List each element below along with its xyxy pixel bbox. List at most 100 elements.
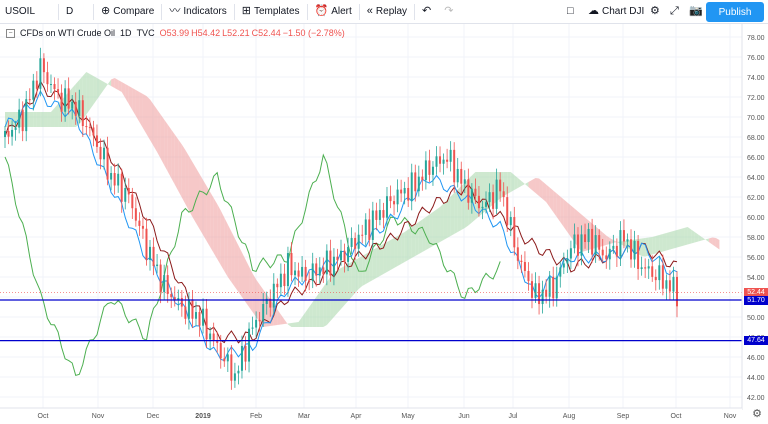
- collapse-icon[interactable]: −: [6, 28, 15, 38]
- candle-body: [336, 256, 339, 261]
- candle-body: [240, 345, 243, 371]
- price-tick-label: 56.00: [747, 255, 765, 262]
- candle-body: [633, 240, 636, 260]
- candle-body: [152, 246, 155, 267]
- candle-body: [318, 267, 321, 276]
- replay-button[interactable]: «Replay: [362, 0, 412, 24]
- cloud-segment: [291, 322, 296, 327]
- candle-body: [470, 188, 473, 203]
- cloud-segment: [135, 90, 140, 122]
- cloud-segment: [432, 209, 437, 246]
- candle-body: [477, 195, 480, 209]
- chart-layout-button[interactable]: ☁ Chart DJI: [582, 0, 650, 24]
- cloud-segment: [5, 112, 9, 127]
- candle-body: [11, 129, 14, 137]
- cloud-segment: [203, 180, 207, 241]
- cloud-segment: [436, 207, 441, 244]
- price-tick-label: 70.00: [747, 115, 765, 122]
- cloud-segment: [224, 217, 228, 277]
- publish-button[interactable]: Publish: [706, 2, 764, 22]
- cloud-segment: [701, 237, 706, 241]
- cloud-segment: [241, 252, 246, 302]
- templates-label: Templates: [253, 6, 300, 17]
- price-tick-label: 50.00: [747, 315, 765, 322]
- candle-body: [393, 201, 396, 205]
- templates-button[interactable]: ⊞ Templates: [237, 0, 305, 24]
- candle-body: [672, 276, 675, 292]
- candle-body: [212, 333, 215, 341]
- candle-body: [279, 273, 282, 288]
- candle-body: [555, 276, 558, 299]
- candle-body: [205, 308, 208, 340]
- cloud-segment: [86, 72, 90, 115]
- cloud-segment: [659, 234, 663, 253]
- cloud-segment: [174, 134, 179, 191]
- cloud-segment: [121, 82, 126, 98]
- cloud-segment: [295, 322, 299, 327]
- price-tick-label: 60.00: [747, 215, 765, 222]
- candle-body: [187, 299, 190, 319]
- alert-button[interactable]: ⏰ Alert: [310, 0, 357, 24]
- candle-body: [85, 126, 88, 128]
- cloud-segment: [217, 204, 221, 265]
- candle-body: [311, 263, 314, 281]
- candle-body: [407, 187, 410, 201]
- cloud-segment: [648, 237, 653, 256]
- candle-body: [131, 194, 134, 209]
- candle-body: [354, 237, 357, 249]
- last-price-tag: 52.44: [744, 288, 768, 298]
- snapshot-button[interactable]: 📷: [684, 0, 711, 24]
- undo-icon: ↶: [422, 5, 432, 17]
- chart-settings-icon[interactable]: ⚙: [752, 408, 762, 420]
- legend-open: O53.99: [159, 28, 190, 38]
- price-tick-label: 68.00: [747, 135, 765, 142]
- candle-body: [191, 299, 194, 319]
- redo-button[interactable]: ↷: [439, 0, 461, 24]
- candle-body: [18, 109, 21, 128]
- candle-body: [64, 88, 67, 112]
- indicators-button[interactable]: 〰 Indicators: [164, 0, 231, 24]
- interval-button[interactable]: D: [66, 6, 74, 17]
- alarm-clock-icon: ⏰: [314, 5, 329, 17]
- symbol-search[interactable]: USOIL: [5, 6, 36, 17]
- cloud-segment: [277, 309, 281, 325]
- compare-button[interactable]: ⊕ Compare: [96, 0, 159, 24]
- cloud-segment: [287, 323, 292, 327]
- horizontal-lines: [0, 292, 742, 342]
- legend-source: TVC: [136, 28, 155, 38]
- candle-body: [134, 208, 137, 221]
- cloud-segment: [652, 236, 656, 255]
- fullscreen-toggle[interactable]: □: [562, 0, 582, 24]
- fullscreen-button[interactable]: ⤢: [665, 0, 687, 24]
- candle-body: [601, 249, 604, 256]
- undo-button[interactable]: ↶: [417, 0, 439, 24]
- cloud-segment: [157, 109, 161, 159]
- cloud-segment: [563, 199, 568, 232]
- candle-body: [209, 333, 212, 340]
- cloud-segment: [333, 270, 338, 317]
- price-chart[interactable]: 78.00 76.00 74.00 72.00 70.00 68.00 66.00 64.00…: [0, 24, 768, 424]
- candle-body: [272, 283, 275, 308]
- cloud-segment: [227, 224, 232, 282]
- cloud-segment: [181, 144, 186, 204]
- settings-button[interactable]: ⚙: [645, 0, 668, 24]
- cloud-segment: [114, 78, 119, 90]
- candle-body: [53, 84, 56, 90]
- candle-body: [594, 235, 597, 255]
- candle-body: [290, 253, 293, 276]
- divider: [58, 3, 59, 20]
- cloud-segment: [213, 198, 218, 259]
- candle-body: [180, 298, 183, 307]
- cloud-segment: [404, 229, 409, 262]
- cloud-segment: [139, 92, 143, 128]
- cloud-segment: [284, 319, 288, 325]
- legend-change: −1.50 (−2.78%): [282, 28, 345, 38]
- cloud-segment: [245, 259, 250, 307]
- candle-body: [233, 373, 236, 381]
- candle-body: [509, 217, 512, 226]
- candle-body: [95, 135, 98, 147]
- time-tick-label: Sep: [617, 413, 630, 420]
- candle-body: [378, 210, 381, 220]
- cloud-segment: [394, 236, 398, 268]
- legend-title: CFDs on WTI Crude Oil: [20, 28, 116, 38]
